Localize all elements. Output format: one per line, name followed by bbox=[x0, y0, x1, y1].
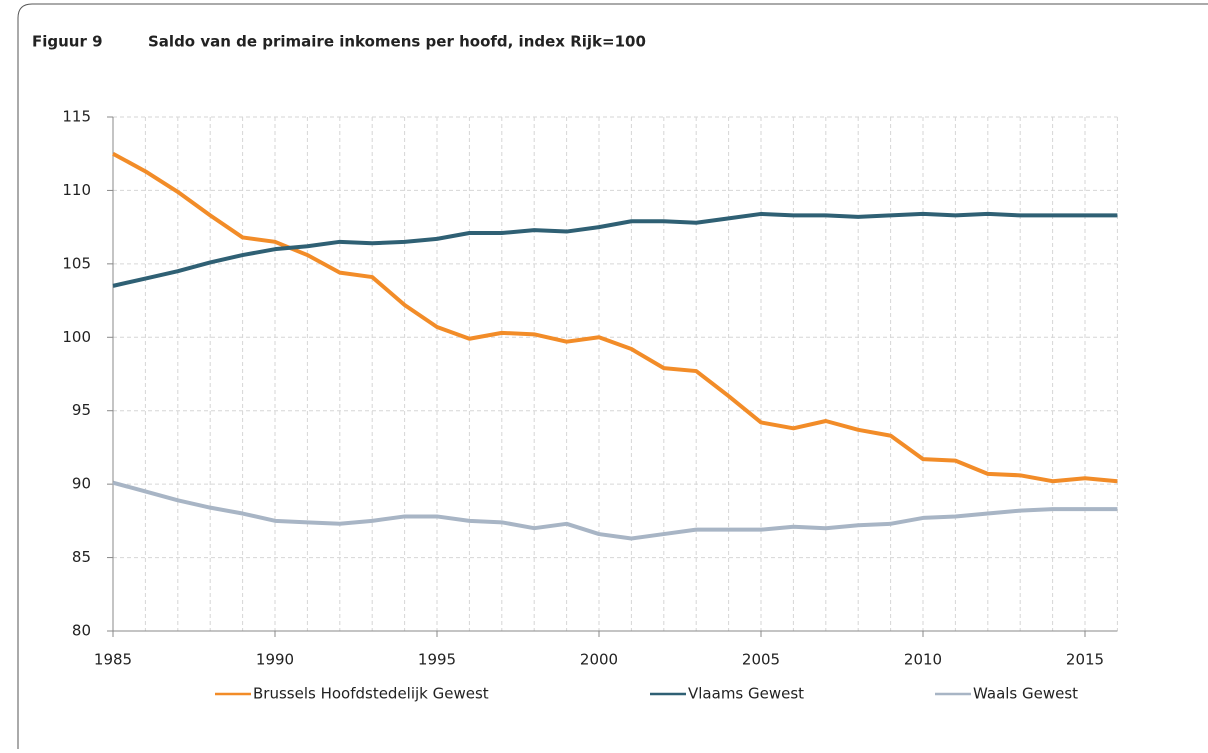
x-tick-label: 2015 bbox=[1066, 651, 1104, 669]
series-line bbox=[112, 211, 1118, 288]
legend-label: Brussels Hoofdstedelijk Gewest bbox=[253, 685, 489, 703]
y-tick-label: 105 bbox=[62, 254, 91, 272]
y-tick-label: 80 bbox=[72, 622, 91, 640]
legend-label: Waals Gewest bbox=[973, 685, 1078, 703]
y-tick-label: 100 bbox=[62, 328, 91, 346]
x-tick-label: 1990 bbox=[256, 651, 294, 669]
y-tick-label: 90 bbox=[72, 475, 91, 493]
y-tick-label: 95 bbox=[72, 401, 91, 419]
x-tick-label: 2000 bbox=[580, 651, 618, 669]
series-line bbox=[112, 480, 1118, 541]
legend-label: Vlaams Gewest bbox=[688, 685, 804, 703]
x-tick-label: 1985 bbox=[94, 651, 132, 669]
figure-label: Figuur 9 bbox=[32, 33, 103, 51]
y-tick-label: 85 bbox=[72, 548, 91, 566]
frame bbox=[17, 3, 1208, 749]
x-tick-label: 2005 bbox=[742, 651, 780, 669]
y-tick-label: 110 bbox=[62, 181, 91, 199]
series-line bbox=[112, 151, 1118, 484]
chart-title: Saldo van de primaire inkomens per hoofd… bbox=[148, 33, 646, 51]
x-tick-label: 1995 bbox=[418, 651, 456, 669]
x-tick-label: 2010 bbox=[904, 651, 942, 669]
y-tick-label: 115 bbox=[62, 108, 91, 126]
